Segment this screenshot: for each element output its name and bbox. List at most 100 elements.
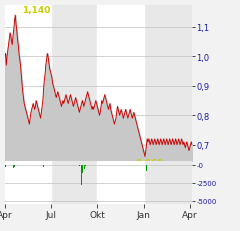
Bar [98, 165, 99, 166]
Bar [116, 165, 117, 166]
Bar [5, 6, 51, 161]
Bar [104, 165, 105, 166]
Bar [13, 165, 14, 168]
Bar [61, 165, 62, 166]
Bar [119, 165, 120, 166]
Bar [64, 165, 65, 166]
Bar [125, 165, 126, 166]
Bar [34, 165, 35, 166]
Bar [71, 165, 72, 166]
Bar [137, 165, 138, 166]
Bar [110, 165, 111, 166]
Bar [155, 165, 156, 166]
Bar [174, 165, 175, 166]
Bar [126, 165, 127, 166]
Bar [70, 165, 71, 166]
Bar [22, 165, 23, 166]
Bar [65, 165, 66, 166]
Bar [160, 165, 161, 166]
Bar [108, 165, 109, 166]
Bar [152, 165, 153, 166]
Bar [82, 165, 83, 173]
Bar [41, 165, 42, 166]
Bar [111, 165, 112, 166]
Bar [79, 165, 80, 166]
Bar [190, 165, 191, 166]
Bar [97, 165, 98, 166]
Bar [47, 165, 48, 166]
Bar [114, 165, 115, 166]
Bar [50, 165, 51, 166]
Bar [97, 161, 144, 204]
Bar [182, 165, 183, 166]
Bar [32, 165, 33, 166]
Bar [87, 165, 88, 166]
Bar [90, 165, 91, 166]
Bar [167, 165, 168, 166]
Bar [40, 165, 41, 166]
Bar [72, 165, 73, 166]
Bar [173, 165, 174, 166]
Bar [46, 165, 47, 166]
Bar [63, 165, 64, 166]
Bar [102, 165, 103, 166]
Bar [57, 165, 58, 166]
Bar [149, 165, 150, 166]
Bar [128, 165, 129, 166]
Bar [151, 165, 152, 166]
Bar [21, 165, 22, 166]
Bar [5, 161, 51, 204]
Bar [164, 165, 165, 166]
Bar [170, 165, 171, 166]
Bar [48, 165, 49, 166]
Bar [78, 165, 79, 166]
Bar [178, 165, 179, 166]
Bar [191, 165, 192, 166]
Bar [187, 165, 188, 166]
Bar [54, 165, 55, 166]
Bar [117, 165, 118, 166]
Bar [106, 165, 107, 166]
Bar [120, 165, 121, 166]
Bar [16, 165, 17, 166]
Bar [158, 165, 159, 166]
Bar [93, 165, 94, 166]
Bar [118, 165, 119, 166]
Bar [49, 165, 50, 166]
Bar [140, 165, 141, 166]
Bar [184, 165, 185, 166]
Bar [25, 165, 26, 166]
Bar [35, 165, 36, 166]
Bar [122, 165, 123, 166]
Bar [154, 165, 155, 166]
Bar [75, 165, 76, 166]
Bar [159, 165, 160, 166]
Bar [59, 165, 60, 166]
Bar [29, 165, 30, 166]
Bar [17, 165, 18, 166]
Bar [42, 165, 43, 166]
Bar [66, 165, 67, 166]
Bar [145, 165, 146, 166]
Bar [84, 165, 85, 169]
Bar [157, 165, 158, 166]
Bar [83, 165, 84, 171]
Bar [141, 165, 142, 166]
Bar [56, 165, 57, 166]
Bar [166, 165, 167, 166]
Bar [163, 165, 164, 166]
Bar [53, 165, 54, 166]
Bar [92, 165, 93, 166]
Bar [99, 165, 100, 166]
Bar [132, 165, 133, 166]
Bar [123, 165, 124, 166]
Bar [36, 165, 37, 166]
Bar [26, 165, 27, 166]
Bar [169, 165, 170, 166]
Bar [113, 165, 114, 166]
Bar [181, 165, 182, 166]
Bar [23, 165, 24, 166]
Bar [14, 165, 15, 167]
Bar [129, 165, 130, 166]
Bar [179, 165, 180, 166]
